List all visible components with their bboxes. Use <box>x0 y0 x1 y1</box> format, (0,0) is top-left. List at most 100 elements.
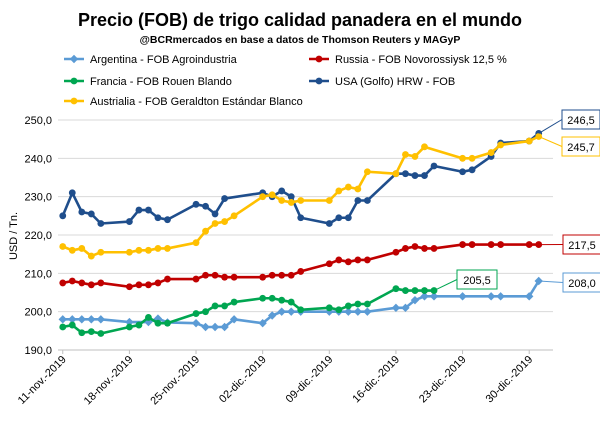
data-point <box>210 322 220 332</box>
data-point <box>211 271 219 279</box>
callout-box <box>562 234 600 255</box>
callout-leader <box>538 280 564 283</box>
data-point <box>497 241 505 248</box>
data-point <box>221 195 228 202</box>
data-point <box>344 214 352 222</box>
series-c00000 <box>59 241 543 291</box>
data-point <box>267 311 277 320</box>
data-point <box>468 154 476 162</box>
x-tick-label: 23-dic.-2019 <box>417 354 469 406</box>
data-point <box>70 97 78 105</box>
data-point <box>192 200 200 208</box>
data-point <box>430 245 438 252</box>
data-point <box>221 302 228 310</box>
data-point <box>402 170 409 178</box>
data-point <box>78 329 86 337</box>
data-point <box>421 245 428 252</box>
data-point <box>411 243 419 250</box>
series-ffc000 <box>59 133 543 260</box>
legend-item: Francia - FOB Rouen Blando <box>64 76 232 88</box>
value-callout: 246,5 <box>538 109 600 134</box>
data-point <box>325 197 333 204</box>
data-point <box>459 241 466 248</box>
value-callout: 205,5 <box>433 269 498 292</box>
data-point <box>211 210 219 218</box>
value-callout: 245,7 <box>538 136 600 157</box>
value-callout: 217,5 <box>538 234 600 255</box>
data-point <box>221 218 228 225</box>
data-point <box>201 322 210 332</box>
y-tick-label: 210,0 <box>24 268 52 280</box>
data-point <box>259 273 267 281</box>
data-point <box>335 214 343 222</box>
data-point <box>145 206 152 214</box>
data-point <box>258 318 267 328</box>
callout-leader <box>538 119 563 134</box>
data-point <box>125 283 133 291</box>
legend-item: Russia - FOB Novorossiysk 12,5 % <box>309 54 507 66</box>
data-point <box>211 220 219 227</box>
x-tick-label: 16-dic.-2019 <box>350 354 402 406</box>
data-point <box>268 271 276 279</box>
data-point <box>315 77 323 85</box>
data-point <box>154 214 162 222</box>
x-tick-label: 02-dic.-2019 <box>217 354 269 406</box>
data-point <box>68 277 76 285</box>
data-point <box>421 287 428 294</box>
y-tick-label: 230,0 <box>24 192 52 204</box>
callout-value: 205,5 <box>463 275 491 287</box>
y-axis-label: USD / Tn. <box>8 212 20 260</box>
data-point <box>278 271 286 279</box>
callout-value: 245,7 <box>567 142 595 154</box>
data-point <box>391 303 401 313</box>
data-point <box>325 304 333 312</box>
x-tick-label: 11-nov.-2019 <box>16 354 69 407</box>
data-point <box>525 292 534 301</box>
data-point <box>59 243 67 250</box>
data-point <box>59 279 67 287</box>
data-point <box>335 187 343 195</box>
legend-item: Argentina - FOB Agroindustria <box>64 54 238 66</box>
data-point <box>202 271 209 279</box>
data-point <box>392 170 400 178</box>
callout-box <box>456 269 498 290</box>
data-point <box>192 239 200 247</box>
data-point <box>496 292 505 301</box>
data-point <box>78 279 86 287</box>
data-point <box>525 241 533 248</box>
data-point <box>145 281 152 289</box>
data-point <box>69 54 79 64</box>
data-point <box>259 294 267 302</box>
data-point <box>430 162 438 170</box>
series-line <box>62 287 435 335</box>
data-point <box>78 245 86 252</box>
data-point <box>401 303 410 313</box>
data-point <box>154 279 162 287</box>
data-point <box>497 141 505 149</box>
data-point <box>59 212 67 220</box>
data-point <box>268 294 276 302</box>
data-point <box>315 55 323 63</box>
legend-label: Argentina - FOB Agroindustria <box>90 54 238 66</box>
data-point <box>297 197 305 204</box>
value-callouts: 208,0 217,5 205,5 246,5 245,7 <box>433 109 600 293</box>
data-point <box>135 281 143 289</box>
data-point <box>97 220 105 227</box>
data-point <box>202 308 209 316</box>
data-point <box>421 172 428 179</box>
data-point <box>353 307 363 316</box>
data-point <box>96 315 106 324</box>
data-point <box>145 314 152 321</box>
data-point <box>145 246 152 254</box>
x-tick-label: 30-dic.-2019 <box>484 354 536 406</box>
data-point <box>278 187 286 195</box>
value-callout: 208,0 <box>538 272 600 293</box>
callout-leader <box>538 136 563 147</box>
data-point <box>229 315 239 324</box>
data-point <box>459 168 466 176</box>
data-point <box>535 133 543 140</box>
data-point <box>68 189 76 197</box>
callout-box <box>561 109 600 130</box>
data-point <box>70 77 78 85</box>
